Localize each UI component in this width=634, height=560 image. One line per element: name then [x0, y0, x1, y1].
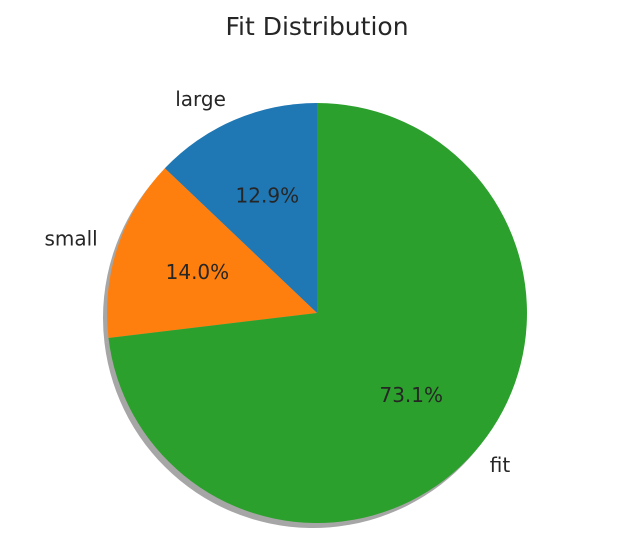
pie-slice-fit	[108, 103, 527, 524]
pie-slice-large	[164, 103, 317, 313]
slice-label-fit: fit	[490, 453, 511, 477]
pie-slice-small	[106, 168, 317, 339]
pct-label-small: 14.0%	[166, 260, 230, 284]
slice-label-small: small	[44, 227, 97, 251]
pie-label-layer: large 12.9% small 14.0% fit 73.1%	[44, 87, 510, 477]
pct-label-fit: 73.1%	[379, 383, 443, 407]
chart-title: Fit Distribution	[225, 12, 409, 41]
slice-label-large: large	[175, 87, 226, 111]
pie-slice-layer	[106, 103, 527, 524]
pct-label-large: 12.9%	[236, 184, 300, 208]
